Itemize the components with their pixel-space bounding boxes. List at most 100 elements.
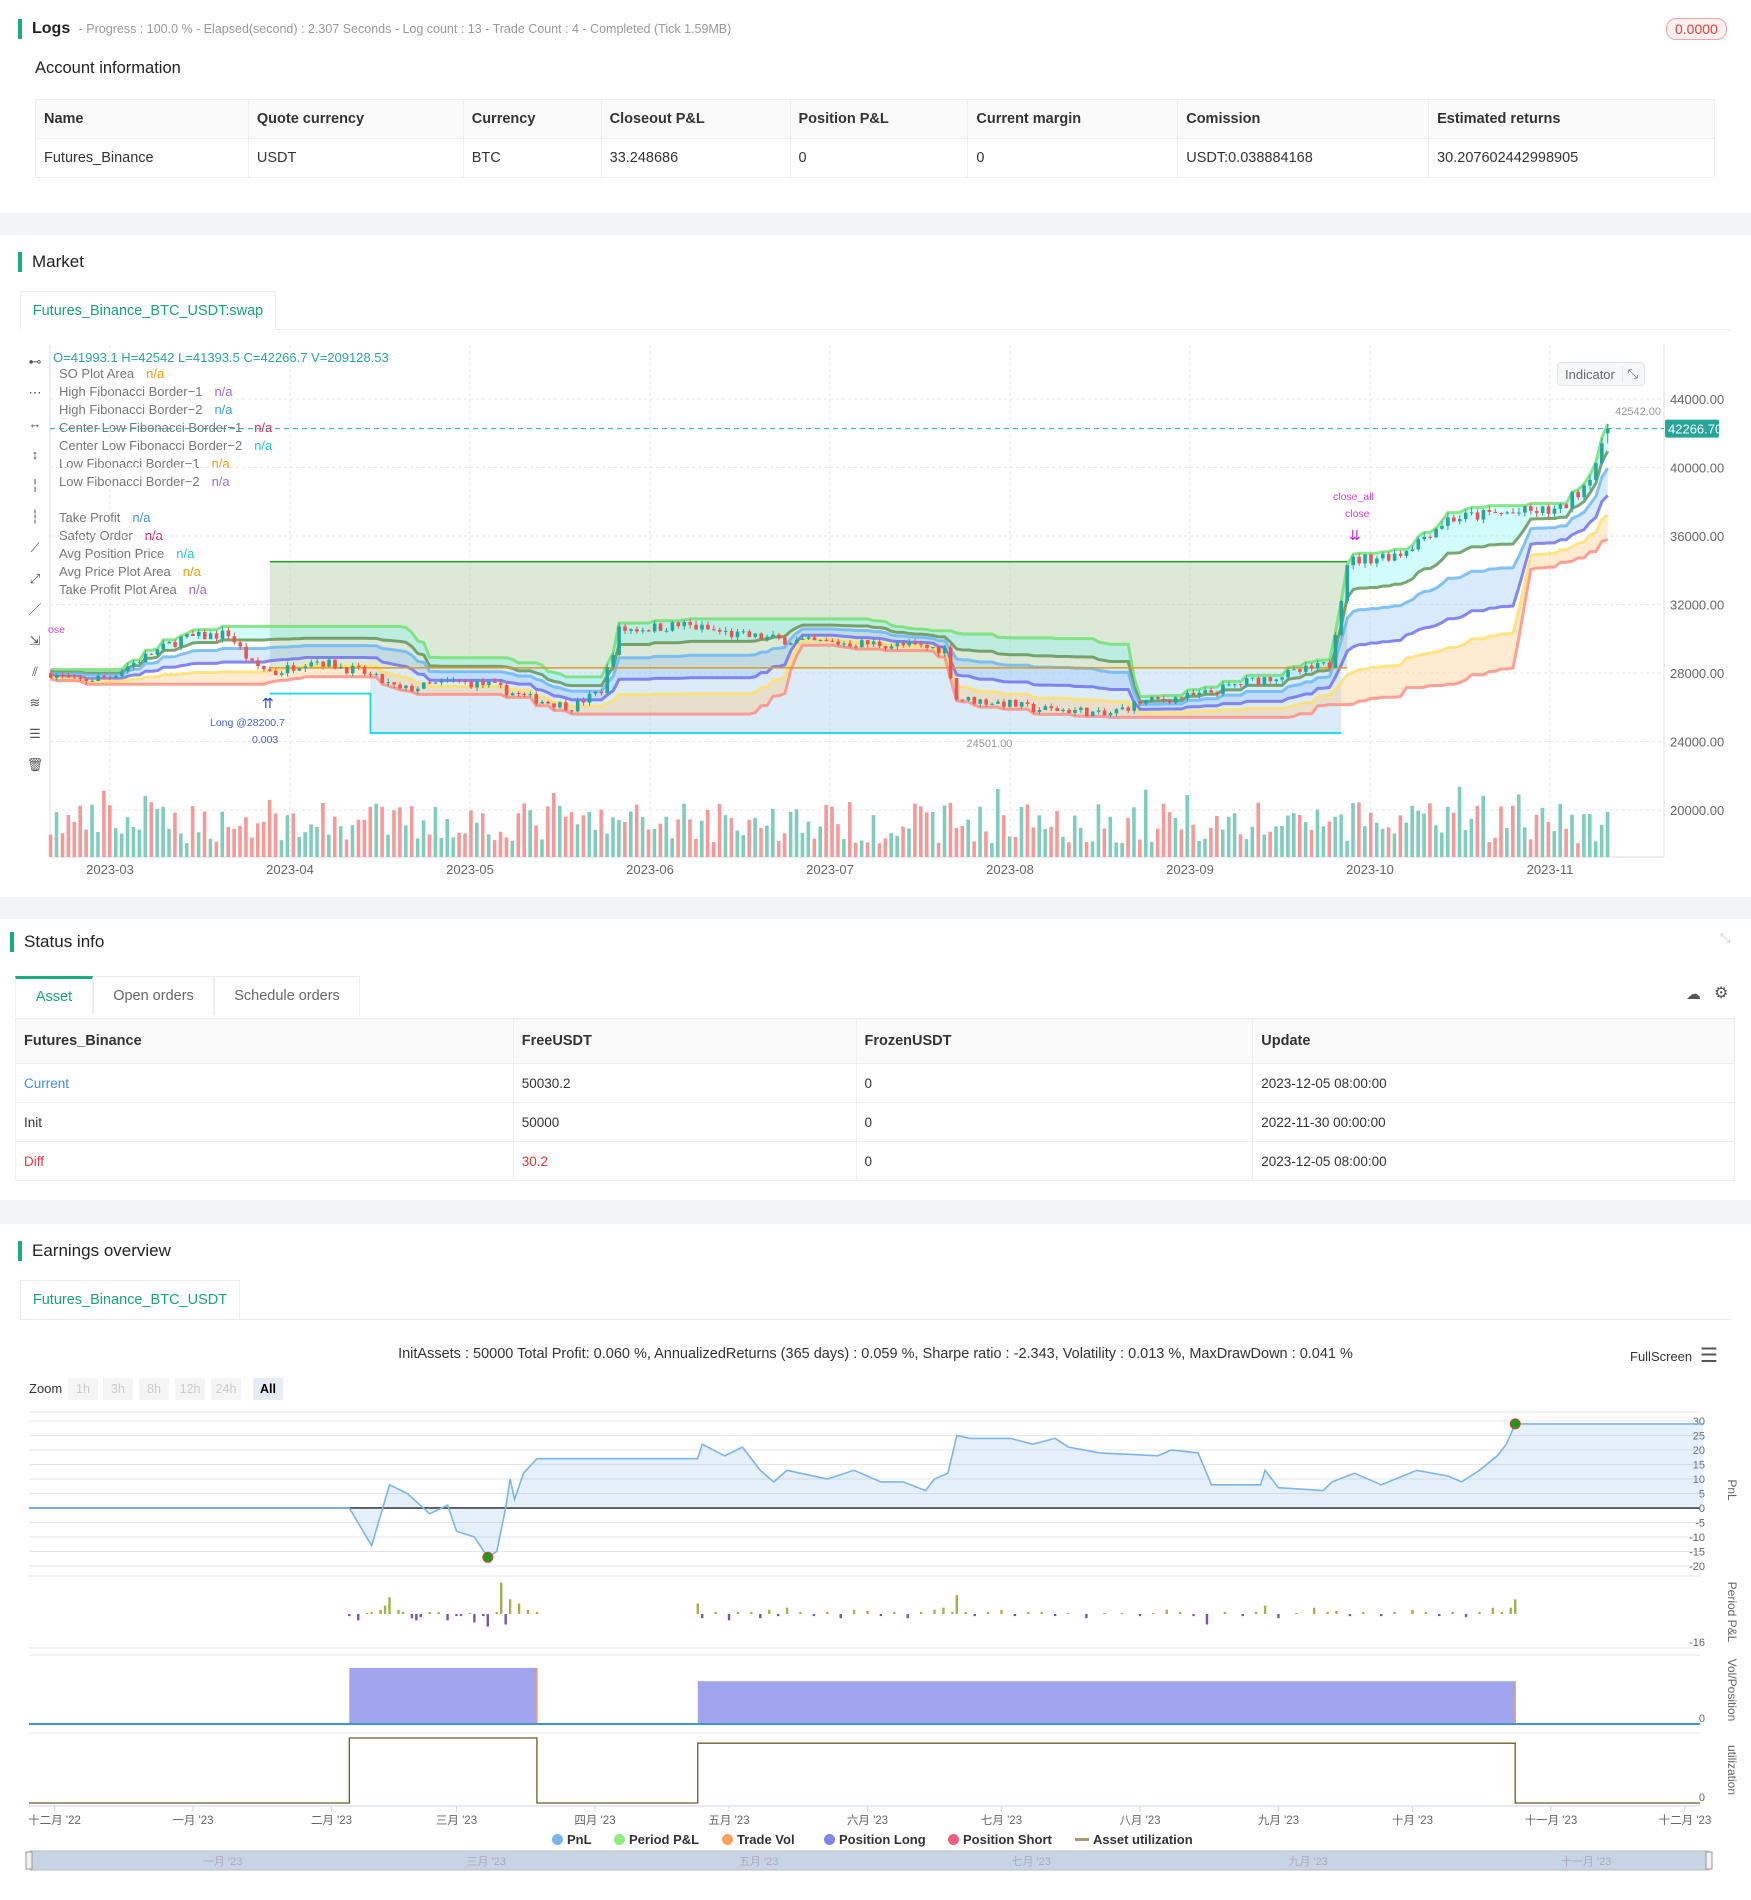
fullscreen-icon[interactable]: ⤡ (1621, 366, 1638, 382)
period-pnl-bar (1027, 1611, 1030, 1614)
volume-bar (356, 819, 361, 857)
period-pnl-bar (357, 1614, 360, 1621)
volume-bar (1049, 826, 1053, 857)
candle (1197, 692, 1202, 695)
legend-item[interactable]: Position Short (948, 1832, 1052, 1847)
collapse-icon[interactable]: ⤡ (1720, 930, 1731, 945)
navigator-range[interactable] (29, 1850, 1710, 1871)
legend-item: Take Profit Plot Area n/a (59, 582, 207, 597)
zoom-button-All[interactable]: All (253, 1378, 283, 1400)
volume-bar (540, 839, 544, 857)
table-row: Init 50000 0 2022-11-30 00:00:00 (15, 1102, 1735, 1142)
volume-bar (1404, 822, 1409, 857)
ray-line-icon[interactable]: ⤢ (29, 571, 41, 586)
candle (1013, 699, 1018, 707)
candle (232, 636, 237, 643)
zoom-button-12h[interactable]: 12h (175, 1378, 205, 1400)
candle (658, 623, 663, 631)
tab-asset[interactable]: Asset (15, 976, 93, 1015)
horizontal-segment-icon[interactable]: ↔ (28, 416, 42, 431)
candle (386, 682, 391, 684)
volume-bar (137, 829, 142, 857)
legend-value: n/a (176, 546, 195, 561)
candle (889, 646, 894, 649)
fibonacci-levels-icon[interactable]: ☰ (29, 726, 41, 741)
volume-bar (392, 810, 396, 857)
candle (1203, 690, 1207, 693)
legend-item[interactable]: Position Long (824, 1832, 926, 1847)
legend-item[interactable]: Asset utilization (1075, 1832, 1193, 1847)
volume-bar (1499, 806, 1503, 857)
tab-market-symbol[interactable]: Futures_Binance_BTC_USDT:swap (20, 291, 276, 330)
account-info-title: Account information (35, 59, 181, 77)
tab-schedule-orders[interactable]: Schedule orders (214, 976, 360, 1015)
trend-line-icon[interactable]: ⟋ (30, 540, 40, 555)
menu-icon[interactable]: ☰ (1700, 1345, 1718, 1367)
last-price-badge (1665, 419, 1719, 438)
zoom-button-24h[interactable]: 24h (211, 1378, 241, 1400)
candle (1481, 509, 1486, 520)
candle (581, 700, 586, 703)
volume-bar (131, 826, 136, 857)
zoom-button-8h[interactable]: 8h (139, 1378, 169, 1400)
legend-item[interactable]: PnL (552, 1832, 592, 1847)
navigator-handle-left[interactable] (25, 1851, 33, 1870)
price-range-icon[interactable]: ⇲ (29, 633, 41, 648)
fullscreen-button[interactable]: FullScreen (1630, 1349, 1693, 1364)
candle (522, 693, 527, 696)
volume-bar (534, 825, 538, 857)
zoom-button-1h[interactable]: 1h (68, 1378, 98, 1400)
candle (789, 643, 793, 645)
candle (185, 634, 189, 637)
volume-bar (1481, 795, 1486, 857)
horizontal-ray-icon[interactable]: ⋯ (28, 385, 42, 400)
volume-bar (374, 803, 378, 857)
candle (457, 679, 462, 682)
period-pnl-bar (419, 1614, 422, 1618)
earnings-chart[interactable]: 30 25 20 15 10 5 0 -5 -10 -15 -20 -16 0 0 PnL Period P&… (0, 1405, 1751, 1885)
volume-bar (901, 826, 905, 857)
indicator-button[interactable]: Indicator ⤡ (1557, 362, 1645, 386)
parallel-channel-icon[interactable]: ⫽ (32, 664, 38, 679)
volume-bar (285, 815, 290, 857)
segment-icon[interactable]: ／ (28, 602, 42, 617)
volume-bar (1309, 829, 1314, 857)
period-pnl-bar (1348, 1614, 1352, 1617)
asset-cell: 50000 (512, 1102, 857, 1142)
candle (794, 639, 799, 644)
candle (688, 622, 692, 625)
volume-bar (1031, 827, 1036, 857)
volume-bar (297, 836, 302, 857)
tab-earnings-symbol[interactable]: Futures_Binance_BTC_USDT (20, 1280, 240, 1319)
tab-open-orders[interactable]: Open orders (93, 976, 214, 1015)
axis-title: Period P&L (1725, 1582, 1739, 1643)
candlestick-chart[interactable]: 44000.00 40000.00 36000.00 32000.00 28000.00… (0, 340, 1751, 880)
zoom-button-3h[interactable]: 3h (103, 1378, 133, 1400)
account-cell: 30.207602442998905 (1428, 138, 1715, 178)
volume-bar (1120, 842, 1124, 857)
candle (1552, 508, 1557, 514)
vertical-line-icon[interactable]: ↕ (31, 447, 39, 462)
volume-bar (836, 824, 840, 857)
volume-bar (1280, 825, 1284, 857)
vertical-segment-icon[interactable]: ┆ (31, 509, 39, 524)
candle (1564, 504, 1569, 509)
volume-bar (1445, 806, 1450, 857)
legend-item[interactable]: Period P&L (614, 1832, 699, 1847)
trash-icon[interactable]: 🗑 (26, 757, 44, 772)
navigator-handle-right[interactable] (1705, 1851, 1713, 1870)
upload-icon[interactable]: ☁ (1686, 986, 1701, 1003)
vertical-ray-icon[interactable]: ╎ (31, 478, 39, 493)
candle (72, 677, 77, 679)
legend-label: Center Low Fibonacci Border−1 (59, 420, 243, 435)
volume-bar (1327, 821, 1332, 857)
settings-icon[interactable]: ⚙ (1714, 985, 1729, 1002)
legend-item[interactable]: Trade Vol (722, 1832, 795, 1847)
volume-bar (682, 803, 686, 857)
horizontal-line-icon[interactable]: ⊷ (28, 354, 42, 369)
volume-bar (800, 832, 805, 857)
period-pnl-bar (1451, 1611, 1454, 1614)
candle (1185, 692, 1190, 699)
fibonacci-icon[interactable]: ≋ (29, 695, 41, 710)
status-title: Status info (10, 932, 104, 952)
